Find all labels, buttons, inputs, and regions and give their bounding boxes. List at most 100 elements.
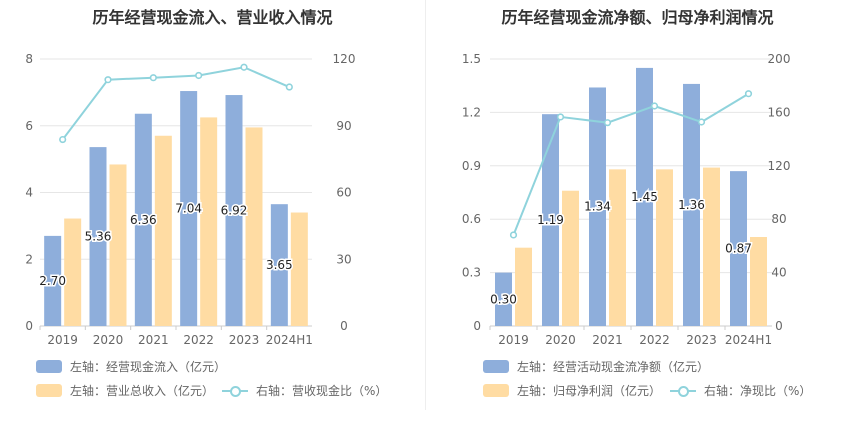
line-point	[149, 74, 157, 82]
x-axis-tick-label: 2022	[183, 333, 214, 347]
line-point	[195, 71, 203, 80]
x-axis-tick-label: 2024H1	[266, 333, 313, 347]
line-point	[556, 113, 565, 121]
right-axis-tick-label: 80	[771, 212, 786, 226]
right-axis-tick-label: 60	[336, 186, 351, 200]
left-axis-tick-label: 0.6	[462, 212, 481, 226]
data-label: 1.36	[678, 198, 705, 212]
legend-label: 左轴：经营活动现金流净额（亿元）	[517, 359, 710, 374]
bar-series1	[270, 204, 288, 326]
right-axis-tick-label: 120	[768, 159, 791, 173]
bar-series2	[154, 135, 172, 326]
right-axis-tick-label: 40	[771, 266, 786, 280]
chart-panel-right: 历年经营现金流净额、归母净利润情况 0 0.3 0.6 0.9 1.2 1.5 0 40 80 1…	[425, 0, 850, 437]
line-point	[509, 231, 518, 239]
bar-series1	[134, 113, 152, 326]
left-axis-tick-label: 2	[25, 252, 33, 266]
bar-series2	[656, 169, 673, 326]
legend-label: 左轴：营业总收入（亿元）	[70, 383, 215, 398]
data-label: 0.30	[490, 292, 517, 306]
bar-series1	[495, 272, 512, 326]
legend-item-ratio[interactable]: 右轴：营收现金比（%）	[222, 381, 387, 399]
left-axis-tick-label: 0.9	[462, 159, 481, 173]
x-axis-tick-label: 2020	[93, 333, 124, 347]
bar-series1	[683, 83, 700, 326]
legend-item-revenue[interactable]: 左轴：营业总收入（亿元）	[36, 381, 214, 399]
right-axis-tick-label: 90	[336, 119, 351, 133]
bar-series1	[44, 235, 62, 326]
left-axis-tick-label: 1.5	[462, 52, 481, 66]
legend-swatch-bar1	[36, 359, 62, 373]
bar-series1	[225, 95, 243, 326]
bar-series1	[730, 171, 747, 326]
data-label: 2.70	[39, 274, 66, 288]
left-axis-tick-label: 8	[25, 52, 33, 66]
right-axis-tick-label: 30	[336, 252, 351, 266]
legend-label: 左轴：经营现金流入（亿元）	[70, 359, 227, 374]
data-label: 5.36	[85, 230, 112, 244]
bar-series2	[515, 247, 532, 326]
line-point	[744, 90, 753, 98]
left-axis-tick-label: 6	[25, 119, 33, 133]
left-axis-tick-label: 0	[25, 319, 33, 333]
x-axis-tick-label: 2020	[545, 333, 576, 347]
data-label: 0.87	[725, 242, 752, 256]
data-label: 1.19	[537, 213, 564, 227]
legend-swatch-bar1	[483, 359, 509, 373]
chart-panel-left: 历年经营现金流入、营业收入情况 0 2 4 6 8 0 30 60 90 120 2019 2020 2…	[25, 8, 387, 399]
bar-series2	[245, 127, 263, 326]
line-point	[603, 119, 612, 127]
legend-swatch-bar2	[483, 383, 509, 397]
line-series	[61, 66, 290, 141]
x-axis-tick-label: 2023	[229, 333, 260, 347]
legend-swatch-bar2	[36, 383, 62, 397]
line-point	[240, 63, 248, 71]
chart-left-svg: 0 2 4 6 8 0 30 60 90 120 2019 2020 2021 2022 2023 2024H…	[25, 52, 356, 347]
left-axis-tick-label: 0	[473, 319, 481, 333]
legend-item-net-cash-flow[interactable]: 左轴：经营活动现金流净额（亿元）	[483, 357, 709, 375]
bar-series1	[542, 114, 559, 327]
x-axis-tick-label: 2019	[47, 333, 78, 347]
x-axis-tick-label: 2023	[686, 333, 717, 347]
bar-series1	[636, 67, 653, 327]
x-axis-tick-label: 2022	[639, 333, 670, 347]
line-point	[104, 76, 112, 84]
legend-swatch-line	[670, 384, 696, 397]
bar-series2	[703, 167, 720, 326]
chart-title-left: 历年经营现金流入、营业收入情况	[92, 8, 333, 27]
line-point	[697, 118, 706, 126]
left-axis-tick-label: 1.2	[462, 105, 481, 119]
bar-series2	[750, 237, 767, 326]
data-label: 1.45	[631, 190, 658, 204]
left-axis-tick-label: 4	[25, 186, 33, 200]
right-axis-tick-label: 200	[768, 52, 791, 66]
data-label: 3.65	[266, 258, 293, 272]
data-label: 6.92	[221, 204, 248, 218]
bar-series2	[109, 164, 127, 326]
right-axis-tick-label: 120	[333, 52, 356, 66]
x-axis-tick-label: 2021	[592, 333, 623, 347]
bar-series1	[89, 147, 107, 326]
legend-label: 右轴：营收现金比（%）	[256, 383, 388, 398]
x-axis-tick-label: 2021	[138, 333, 169, 347]
bar-series1	[589, 87, 606, 326]
legend-label: 左轴：归母净利润（亿元）	[517, 383, 662, 398]
left-axis-tick-label: 0.3	[462, 266, 481, 280]
legend-swatch-line	[222, 384, 248, 397]
bar-series1	[180, 91, 198, 326]
line-point	[650, 102, 659, 110]
bar-series2	[290, 212, 308, 326]
right-axis-tick-label: 0	[340, 319, 348, 333]
right-axis-tick-label: 0	[775, 319, 783, 333]
line-point	[285, 83, 293, 91]
legend-label: 右轴：净现比（%）	[704, 383, 812, 398]
legend-item-net-cash-ratio[interactable]: 右轴：净现比（%）	[670, 381, 811, 399]
data-label: 1.34	[584, 200, 611, 214]
legend-item-cash-inflow[interactable]: 左轴：经营现金流入（亿元）	[36, 357, 226, 375]
x-axis-tick-label: 2024H1	[725, 333, 772, 347]
bar-series2	[562, 190, 579, 326]
line-point	[59, 135, 67, 144]
legend-item-net-profit[interactable]: 左轴：归母净利润（亿元）	[483, 381, 661, 399]
x-axis-tick-label: 2019	[498, 333, 529, 347]
